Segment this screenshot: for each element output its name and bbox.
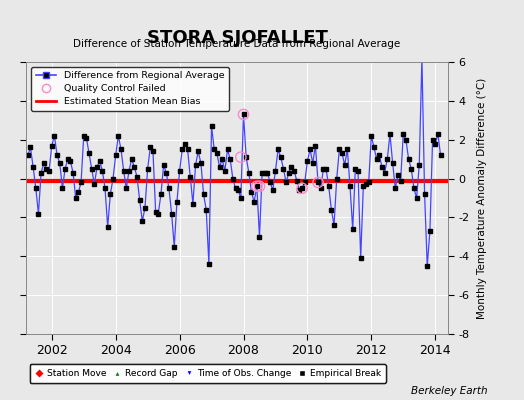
Text: Berkeley Earth: Berkeley Earth — [411, 386, 487, 396]
Legend: Station Move, Record Gap, Time of Obs. Change, Empirical Break: Station Move, Record Gap, Time of Obs. C… — [29, 364, 386, 382]
Point — [298, 185, 306, 192]
Point — [239, 111, 248, 118]
Point — [314, 179, 322, 186]
Y-axis label: Monthly Temperature Anomaly Difference (°C): Monthly Temperature Anomaly Difference (… — [476, 77, 486, 319]
Point — [237, 154, 245, 160]
Text: Difference of Station Temperature Data from Regional Average: Difference of Station Temperature Data f… — [73, 39, 401, 49]
Title: STORA SJOFALLET: STORA SJOFALLET — [147, 28, 328, 46]
Point — [253, 183, 261, 190]
Point — [255, 183, 264, 190]
